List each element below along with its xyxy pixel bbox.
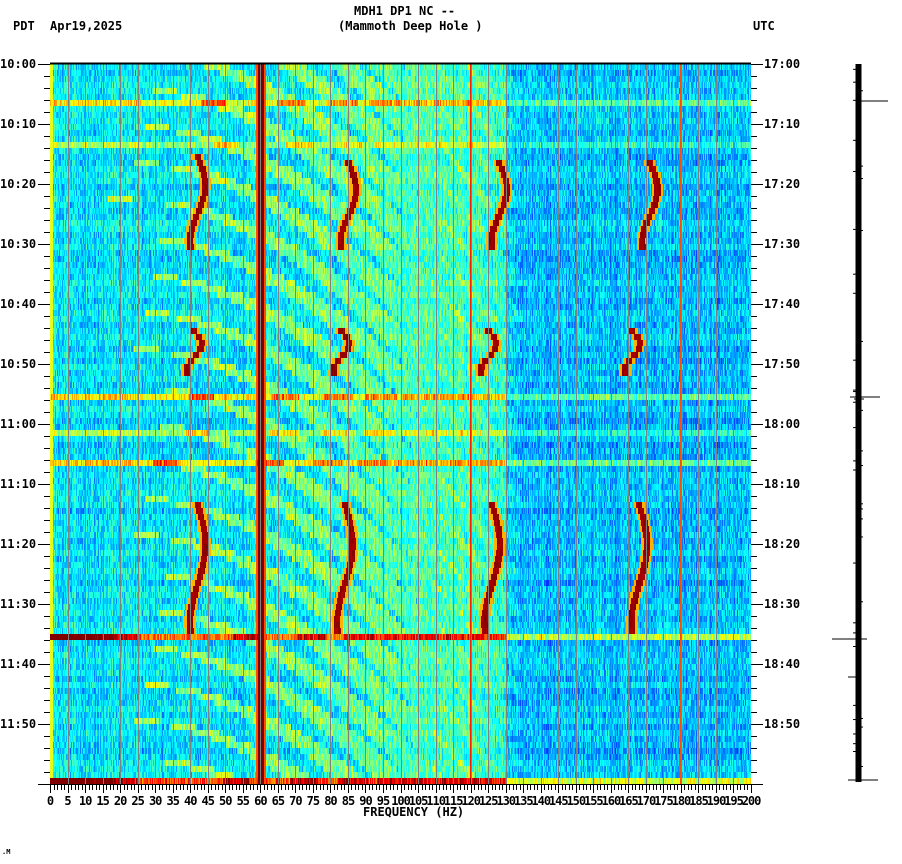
x-tick-label: 145 <box>548 794 569 808</box>
x-tick-label: 105 <box>408 794 429 808</box>
y-tick-left-label: 10:50 <box>0 357 37 371</box>
x-tick-label: 140 <box>531 794 551 808</box>
y-tick-right-label: 17:40 <box>764 297 801 311</box>
x-tick-label: 0 <box>46 794 54 808</box>
y-tick-left-label: 11:50 <box>0 717 37 731</box>
x-tick-label: 90 <box>359 794 372 808</box>
x-tick-label: 135 <box>513 794 534 808</box>
station-title: MDH1 DP1 NC -- <box>354 4 456 18</box>
x-tick-label: 20 <box>113 794 127 808</box>
x-tick-label: 60 <box>254 794 267 808</box>
x-tick-label: 100 <box>391 794 411 808</box>
x-tick-label: 95 <box>376 794 390 808</box>
y-tick-right-label: 18:30 <box>764 597 801 611</box>
x-tick-label: 55 <box>236 794 250 808</box>
x-tick-label: 5 <box>64 794 71 808</box>
x-tick-label: 185 <box>689 794 709 808</box>
x-tick-label: 175 <box>654 794 674 808</box>
y-tick-right-label: 18:40 <box>764 657 801 671</box>
x-tick-label: 190 <box>706 794 727 808</box>
y-tick-right-label: 18:00 <box>764 417 801 431</box>
station-subtitle: (Mammoth Deep Hole ) <box>338 19 483 33</box>
y-tick-right-label: 17:20 <box>764 177 801 191</box>
x-tick-label: 30 <box>148 794 162 808</box>
x-tick-label: 120 <box>461 794 481 808</box>
x-tick-label: 160 <box>601 794 622 808</box>
x-tick-label: 35 <box>166 794 179 808</box>
y-tick-right-label: 17:10 <box>764 117 801 131</box>
y-tick-left-label: 10:00 <box>0 57 37 71</box>
x-tick-label: 200 <box>741 794 762 808</box>
x-tick-label: 70 <box>289 794 302 808</box>
left-timezone-label: PDT <box>13 19 35 33</box>
y-tick-left-label: 10:10 <box>0 117 37 131</box>
footer-mark: .M <box>2 848 11 856</box>
x-tick-label: 15 <box>96 794 109 808</box>
x-tick-label: 130 <box>496 794 516 808</box>
date-label: Apr19,2025 <box>50 19 123 33</box>
y-tick-left-label: 11:20 <box>0 537 37 551</box>
y-tick-right-label: 18:50 <box>764 717 801 731</box>
seismogram-trace <box>832 64 888 782</box>
x-tick-label: 40 <box>184 794 197 808</box>
x-tick-label: 50 <box>219 794 232 808</box>
x-tick-label: 165 <box>619 794 639 808</box>
x-tick-label: 75 <box>306 794 320 808</box>
x-axis-title: FREQUENCY (HZ) <box>363 805 465 819</box>
x-tick-label: 195 <box>724 794 744 808</box>
x-tick-label: 180 <box>671 794 692 808</box>
y-tick-left-label: 10:20 <box>0 177 37 191</box>
y-tick-left-label: 11:40 <box>0 657 37 671</box>
x-tick-label: 85 <box>341 794 355 808</box>
x-tick-label: 25 <box>131 794 144 808</box>
y-tick-left-label: 10:40 <box>0 297 37 311</box>
x-tick-label: 10 <box>78 794 92 808</box>
x-tick-label: 155 <box>583 794 604 808</box>
x-tick-label: 45 <box>201 794 215 808</box>
y-tick-right-label: 17:00 <box>764 57 801 71</box>
spectrogram-heatmap <box>50 64 751 784</box>
y-tick-right-label: 18:20 <box>764 537 801 551</box>
right-timezone-label: UTC <box>753 19 775 33</box>
y-tick-right-label: 17:50 <box>764 357 801 371</box>
x-tick-label: 150 <box>566 794 586 808</box>
y-tick-right-label: 17:30 <box>764 237 801 251</box>
x-tick-label: 125 <box>478 794 499 808</box>
x-tick-label: 170 <box>636 794 657 808</box>
y-tick-left-label: 11:30 <box>0 597 37 611</box>
x-tick-label: 115 <box>443 794 464 808</box>
y-tick-left-label: 11:00 <box>0 417 37 431</box>
y-tick-left-label: 10:30 <box>0 237 37 251</box>
x-tick-label: 65 <box>271 794 285 808</box>
x-tick-label: 80 <box>324 794 337 808</box>
y-tick-right-label: 18:10 <box>764 477 801 491</box>
x-tick-label: 110 <box>426 794 446 808</box>
y-tick-left-label: 11:10 <box>0 477 37 491</box>
